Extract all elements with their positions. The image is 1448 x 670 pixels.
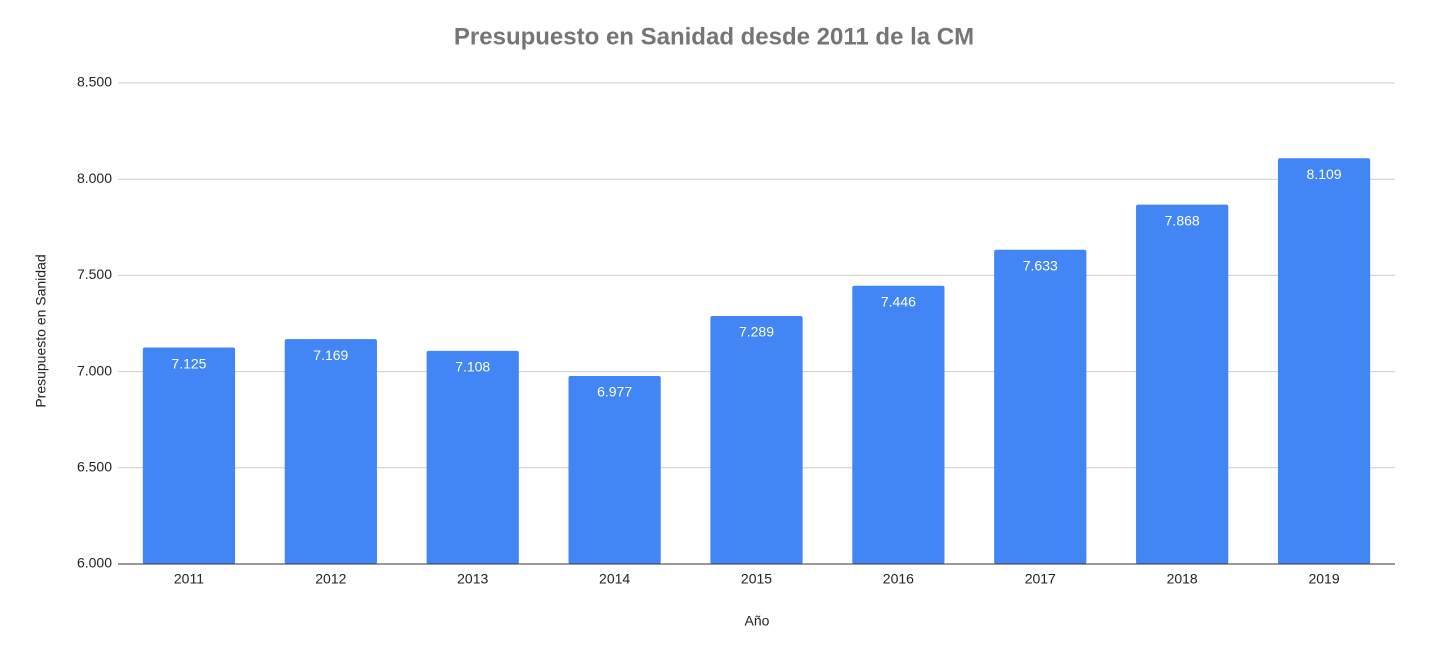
x-tick-label: 2019: [1308, 571, 1339, 587]
value-label: 6.977: [597, 384, 632, 400]
value-label: 7.633: [1023, 258, 1058, 274]
x-tick-label: 2012: [315, 571, 346, 587]
value-label: 7.868: [1165, 212, 1200, 228]
bar: [852, 285, 945, 564]
bar: [284, 339, 377, 564]
x-tick-label: 2015: [741, 571, 772, 587]
chart-title: Presupuesto en Sanidad desde 2011 de la …: [454, 23, 974, 50]
x-tick-label: 2018: [1167, 571, 1198, 587]
bar: [710, 315, 803, 564]
y-tick-label: 8.000: [77, 170, 112, 186]
bar: [994, 249, 1087, 565]
x-tick-label: 2014: [599, 571, 630, 587]
value-label: 8.109: [1307, 166, 1342, 182]
x-tick-label: 2013: [457, 571, 488, 587]
bar: [1277, 158, 1371, 564]
value-label: 7.289: [739, 324, 774, 340]
y-tick-label: 7.000: [77, 362, 112, 378]
y-tick-label: 7.500: [77, 266, 112, 282]
value-label: 7.125: [171, 355, 206, 371]
bar: [568, 376, 661, 564]
bar: [1136, 204, 1229, 564]
x-tick-label: 2011: [174, 571, 204, 587]
y-tick-label: 8.500: [77, 74, 112, 90]
x-tick-label: 2016: [883, 571, 914, 587]
y-tick-label: 6.500: [77, 459, 112, 475]
value-label: 7.169: [313, 347, 348, 363]
y-axis-title: Presupuesto en Sanidad: [33, 254, 49, 407]
x-axis-title: Año: [745, 613, 770, 629]
bar: [142, 347, 236, 564]
value-label: 7.108: [455, 359, 490, 375]
value-label: 7.446: [881, 293, 916, 309]
y-tick-label: 6.000: [77, 555, 112, 571]
x-tick-label: 2017: [1025, 571, 1056, 587]
bar: [426, 350, 519, 564]
